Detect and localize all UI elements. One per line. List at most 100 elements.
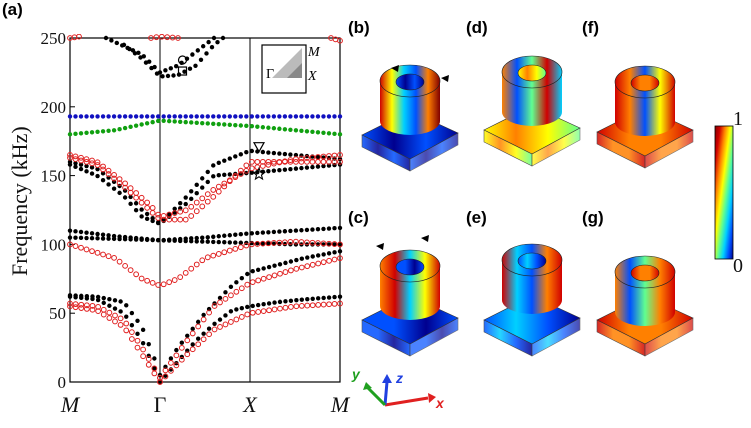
- black-dot-point: [130, 48, 136, 53]
- black-dot-point: [140, 327, 146, 333]
- y-tick-label: 50: [49, 304, 66, 323]
- red-circle-point: [128, 329, 135, 336]
- black-dot-point: [255, 230, 260, 236]
- red-circle-point: [293, 303, 300, 310]
- black-dot-point: [78, 162, 84, 167]
- black-dot-point: [194, 239, 199, 244]
- red-circle-point: [151, 370, 158, 377]
- blue-dot-point: [139, 114, 144, 119]
- black-dot-point: [332, 242, 337, 247]
- x-tick-label: M: [330, 392, 351, 417]
- black-dot-point: [315, 296, 321, 301]
- red-circle-point: [326, 301, 332, 308]
- black-dot-point: [172, 238, 177, 243]
- ring-hole: [630, 264, 660, 282]
- red-circle-point: [337, 300, 343, 307]
- red-circle-point: [271, 272, 278, 279]
- inset-m-label: M: [307, 45, 321, 60]
- red-circle-point: [248, 158, 255, 165]
- black-dot-point: [299, 165, 304, 171]
- red-circle-point: [78, 301, 85, 308]
- black-dot-point: [321, 163, 326, 169]
- blue-dot-point: [299, 114, 304, 119]
- black-dot-point: [332, 250, 337, 255]
- blue-dot-point: [266, 114, 271, 119]
- red-circle-point: [315, 158, 321, 165]
- black-dot-point: [277, 151, 282, 156]
- red-circle-point: [100, 251, 106, 258]
- black-dot-point: [195, 336, 201, 341]
- red-circle-point: [215, 251, 222, 257]
- blue-dot-point: [128, 114, 133, 119]
- green-dot-point: [227, 122, 232, 128]
- red-circle-point: [298, 155, 305, 162]
- marker-circle: [177, 55, 188, 65]
- black-dot-point: [211, 35, 217, 41]
- red-circle-point: [144, 199, 151, 206]
- blue-dot-point: [178, 114, 183, 119]
- black-dot-point: [332, 294, 337, 300]
- mode-shape-g: [596, 255, 694, 357]
- red-circle-point: [122, 180, 129, 187]
- black-dot-point: [107, 297, 112, 302]
- black-dot-point: [310, 242, 315, 247]
- red-circle-point: [173, 352, 180, 359]
- black-dot-point: [200, 235, 205, 240]
- red-circle-point: [309, 158, 316, 165]
- black-dot-point: [250, 269, 255, 274]
- black-dot-point: [190, 52, 195, 57]
- red-circle-point: [248, 241, 255, 248]
- red-circle-point: [200, 336, 207, 343]
- black-dot-point: [260, 241, 266, 246]
- red-circle-point: [199, 203, 206, 210]
- black-dot-point: [223, 313, 228, 318]
- red-circle-point: [122, 262, 129, 269]
- red-circle-point: [140, 353, 147, 360]
- blue-dot-point: [150, 114, 155, 119]
- coordinate-axes-icon: [363, 374, 436, 407]
- blue-dot-point: [321, 114, 326, 119]
- x-tick-label: X: [242, 392, 258, 417]
- black-dot-point: [206, 326, 212, 331]
- red-circle-point: [298, 303, 305, 309]
- black-dot-point: [294, 257, 299, 263]
- panel-label-c: (c): [348, 208, 369, 227]
- blue-dot-point: [244, 114, 249, 119]
- black-dot-point: [73, 161, 78, 166]
- red-circle-point: [89, 157, 95, 164]
- black-dot-point: [120, 43, 125, 48]
- red-circle-point: [189, 346, 196, 353]
- black-dot-point: [220, 35, 226, 41]
- red-circle-point: [67, 241, 73, 248]
- black-dot-point: [67, 162, 73, 167]
- green-dot-point: [205, 121, 210, 126]
- red-circle-point: [78, 305, 85, 311]
- black-dot-point: [195, 319, 201, 325]
- blue-dot-point: [277, 114, 282, 119]
- red-circle-point: [237, 171, 244, 177]
- ring-hole: [630, 74, 660, 92]
- red-circle-point: [244, 281, 251, 288]
- red-circle-point: [89, 248, 95, 255]
- red-circle-point: [331, 152, 338, 159]
- red-circle-point: [188, 203, 195, 210]
- green-dot-point: [67, 132, 73, 137]
- black-dot-point: [101, 295, 106, 301]
- black-dot-point: [78, 229, 84, 235]
- red-circle-point: [133, 194, 140, 201]
- red-circle-point: [315, 302, 322, 308]
- black-dot-point: [212, 321, 217, 326]
- red-circle-point: [331, 241, 338, 247]
- red-circle-point: [298, 158, 305, 165]
- black-dot-point: [266, 150, 271, 155]
- blue-dot-point: [133, 114, 139, 119]
- red-circle-point: [72, 301, 79, 308]
- red-circle-point: [259, 163, 266, 169]
- red-circle-point: [337, 158, 343, 165]
- red-circle-point: [177, 274, 184, 281]
- black-dot-point: [118, 309, 123, 314]
- panel-label-e: (e): [466, 208, 487, 227]
- red-circle-point: [282, 269, 289, 275]
- green-dot-point: [155, 118, 161, 124]
- black-dot-point: [277, 229, 282, 234]
